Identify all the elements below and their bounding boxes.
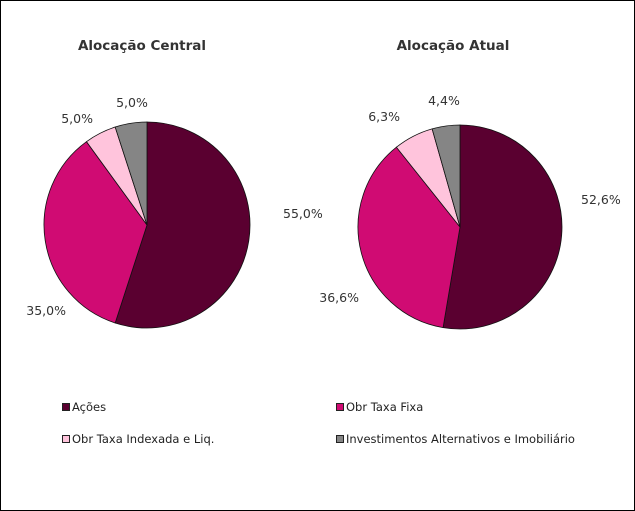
data-label-investimentos-alternativos: 5,0% — [116, 95, 148, 110]
data-label-investimentos-alternativos: 4,4% — [428, 93, 460, 108]
data-label-acoes: 52,6% — [581, 192, 621, 207]
data-label-acoes: 55,0% — [283, 206, 323, 221]
data-label-obr-taxa-indexada: 5,0% — [61, 111, 93, 126]
pie-slice-acoes — [114, 121, 251, 329]
pie-chart-central: Alocação Central 55,0% 35,0% 5,0% 5,0% — [26, 38, 323, 329]
pie-slice-investimentos-alternativos — [431, 124, 461, 228]
pie-slice-obr-taxa-fixa — [357, 146, 461, 329]
data-label-obr-taxa-indexada: 6,3% — [368, 109, 400, 124]
pie-slice-investimentos-alternativos — [114, 121, 148, 226]
data-label-obr-taxa-fixa: 35,0% — [26, 303, 66, 318]
chart-title-atual: Alocação Atual — [397, 38, 510, 54]
pie-chart-atual: Alocação Atual 52,6% 36,6% 6,3% 4,4% — [319, 38, 621, 330]
pie-slice-obr-taxa-fixa — [43, 141, 148, 324]
chart-title-central: Alocação Central — [78, 38, 206, 54]
data-label-obr-taxa-fixa: 36,6% — [319, 290, 359, 305]
pie-slice-acoes — [442, 124, 563, 330]
